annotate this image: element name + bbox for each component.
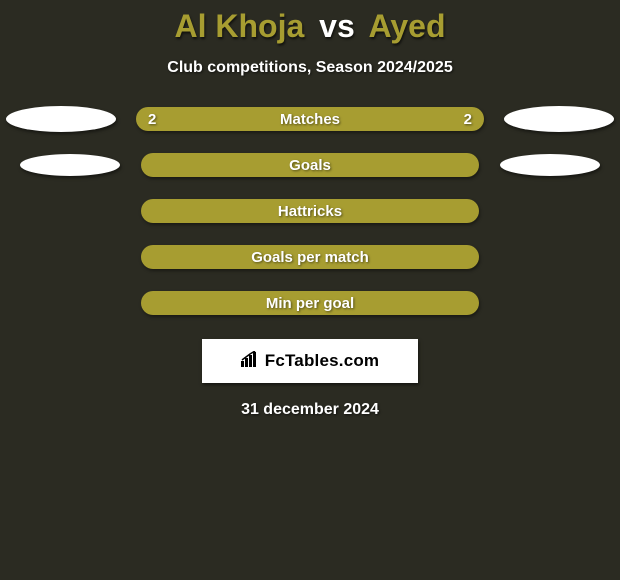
stat-label: Hattricks	[278, 203, 342, 220]
player1-indicator	[6, 106, 116, 132]
player2-indicator	[500, 154, 600, 176]
comparison-rows: 2 Matches 2 Goals Hattricks Goals per match Mi…	[0, 107, 620, 315]
stat-pill: 2 Matches 2	[136, 107, 484, 131]
subtitle: Club competitions, Season 2024/2025	[0, 59, 620, 77]
player1-value: 2	[148, 111, 156, 128]
player1-name: Al Khoja	[174, 8, 304, 44]
stat-pill: Hattricks	[141, 199, 479, 223]
player2-value: 2	[464, 111, 472, 128]
site-badge: FcTables.com	[202, 339, 418, 383]
stat-pill: Goals	[141, 153, 479, 177]
stat-pill: Goals per match	[141, 245, 479, 269]
player2-indicator	[504, 106, 614, 132]
player1-indicator	[20, 154, 120, 176]
stat-row: Hattricks	[0, 199, 620, 223]
stat-row: Min per goal	[0, 291, 620, 315]
vs-word: vs	[319, 8, 355, 44]
bar-chart-icon	[241, 351, 261, 371]
stat-row: 2 Matches 2	[0, 107, 620, 131]
player2-name: Ayed	[368, 8, 445, 44]
stat-row: Goals per match	[0, 245, 620, 269]
page-title: Al Khoja vs Ayed	[0, 0, 620, 45]
stat-row: Goals	[0, 153, 620, 177]
date-text: 31 december 2024	[0, 401, 620, 419]
stat-label: Goals per match	[251, 249, 369, 266]
stat-label: Goals	[289, 157, 331, 174]
stat-label: Matches	[280, 111, 340, 128]
site-badge-text: FcTables.com	[265, 351, 380, 371]
stat-label: Min per goal	[266, 295, 354, 312]
stat-pill: Min per goal	[141, 291, 479, 315]
